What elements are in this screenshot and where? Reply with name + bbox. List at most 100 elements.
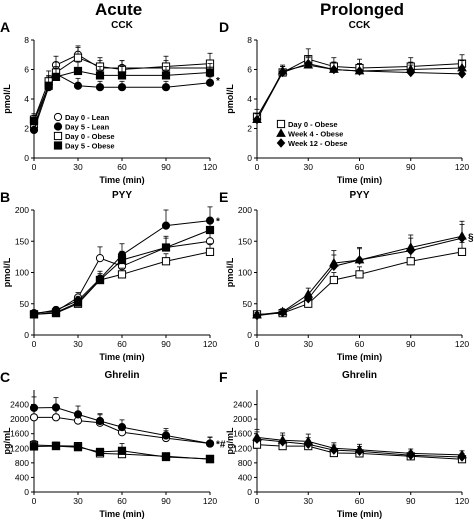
data-point bbox=[406, 67, 416, 78]
x-tick-label: 30 bbox=[304, 496, 314, 506]
x-tick-label: 30 bbox=[73, 496, 83, 506]
data-point bbox=[161, 221, 171, 230]
y-tick-label: 1200 bbox=[10, 443, 29, 453]
y-tick-label: 100 bbox=[15, 268, 29, 278]
panel-f bbox=[252, 390, 467, 495]
prolonged-column-header: Prolonged bbox=[320, 0, 405, 19]
y-tick-label: 0 bbox=[247, 153, 252, 163]
series-filled-circle bbox=[29, 396, 215, 448]
data-point bbox=[73, 443, 83, 452]
data-point bbox=[29, 117, 39, 126]
x-tick-label: 0 bbox=[32, 496, 37, 506]
legend-label: Week 12 - Obese bbox=[288, 139, 347, 148]
data-point bbox=[355, 255, 364, 265]
y-tick-label: 800 bbox=[238, 458, 252, 468]
y-axis-label: pmol/L bbox=[2, 84, 12, 114]
x-tick-label: 60 bbox=[355, 162, 365, 172]
legend-marker bbox=[276, 128, 286, 137]
data-point bbox=[161, 431, 171, 440]
x-tick-label: 60 bbox=[355, 339, 365, 349]
series-filled-diamond bbox=[252, 431, 467, 462]
data-point bbox=[161, 452, 171, 462]
legend-label: Day 5 - Obese bbox=[65, 142, 115, 151]
data-point bbox=[303, 439, 313, 450]
panel-a bbox=[29, 39, 215, 161]
data-point bbox=[29, 442, 39, 451]
data-point bbox=[329, 261, 339, 271]
data-point bbox=[51, 442, 61, 451]
data-point bbox=[278, 307, 287, 318]
acute-column-header: Acute bbox=[95, 0, 143, 19]
panel-letter: C bbox=[0, 369, 10, 385]
x-tick-label: 120 bbox=[203, 496, 217, 506]
data-point bbox=[205, 225, 215, 235]
panel-title: CCK bbox=[111, 20, 133, 31]
x-tick-label: 90 bbox=[161, 162, 171, 172]
data-point bbox=[73, 410, 83, 419]
series-filled-square bbox=[29, 218, 215, 319]
x-tick-label: 120 bbox=[455, 496, 469, 506]
data-point bbox=[252, 434, 262, 444]
panel-title: PYY bbox=[349, 190, 369, 201]
data-point bbox=[51, 72, 61, 81]
y-tick-label: 0 bbox=[247, 487, 252, 497]
data-point bbox=[51, 403, 61, 412]
x-tick-label: 60 bbox=[355, 496, 365, 506]
data-point bbox=[161, 83, 171, 92]
x-axis-label: Time (min) bbox=[337, 352, 382, 362]
x-tick-label: 0 bbox=[255, 162, 260, 172]
y-tick-label: 1600 bbox=[233, 429, 252, 439]
legend-marker bbox=[53, 122, 63, 131]
x-tick-label: 30 bbox=[73, 162, 83, 172]
data-point bbox=[457, 247, 467, 256]
y-axis-label: pmol/L bbox=[225, 257, 235, 287]
data-point bbox=[117, 423, 127, 432]
legend-marker bbox=[53, 131, 63, 141]
x-axis-label: Time (min) bbox=[99, 175, 144, 185]
x-tick-label: 0 bbox=[32, 339, 37, 349]
panel-c bbox=[29, 390, 215, 495]
data-point bbox=[303, 294, 313, 304]
series-filled-square bbox=[29, 61, 215, 126]
data-point bbox=[355, 270, 364, 279]
panel-title: CCK bbox=[349, 20, 371, 31]
y-tick-label: 50 bbox=[243, 299, 253, 309]
panel-d bbox=[252, 39, 467, 161]
significance-mark: *# bbox=[216, 440, 226, 451]
y-tick-label: 0 bbox=[247, 330, 252, 340]
y-tick-label: 6 bbox=[247, 65, 252, 75]
x-tick-label: 90 bbox=[406, 339, 416, 349]
legend bbox=[53, 112, 63, 150]
data-point bbox=[95, 254, 105, 263]
data-point bbox=[73, 81, 83, 90]
y-tick-label: 0 bbox=[24, 153, 29, 163]
y-tick-label: 4 bbox=[247, 94, 252, 104]
x-axis-label: Time (min) bbox=[99, 352, 144, 362]
y-tick-label: 400 bbox=[238, 472, 252, 482]
y-tick-label: 100 bbox=[238, 268, 252, 278]
data-point bbox=[117, 446, 127, 455]
y-tick-label: 2000 bbox=[10, 414, 29, 424]
legend bbox=[276, 119, 286, 148]
x-tick-label: 90 bbox=[406, 496, 416, 506]
panel-b bbox=[29, 206, 215, 338]
y-tick-label: 2 bbox=[24, 124, 29, 134]
x-tick-label: 90 bbox=[406, 162, 416, 172]
y-tick-label: 8 bbox=[24, 35, 29, 45]
y-tick-label: 6 bbox=[24, 65, 29, 75]
x-tick-label: 120 bbox=[455, 162, 469, 172]
data-point bbox=[457, 452, 467, 462]
legend-marker bbox=[53, 112, 63, 122]
data-point bbox=[406, 450, 416, 460]
y-tick-label: 1200 bbox=[233, 443, 252, 453]
data-point bbox=[29, 413, 39, 422]
data-point bbox=[117, 83, 127, 92]
series-filled-diamond bbox=[252, 55, 467, 125]
series-filled-square bbox=[29, 442, 215, 463]
x-tick-label: 0 bbox=[32, 162, 37, 172]
data-point bbox=[117, 255, 127, 265]
panel-title: Ghrelin bbox=[104, 370, 139, 381]
x-tick-label: 120 bbox=[203, 339, 217, 349]
x-tick-label: 90 bbox=[161, 496, 171, 506]
x-tick-label: 60 bbox=[117, 496, 127, 506]
